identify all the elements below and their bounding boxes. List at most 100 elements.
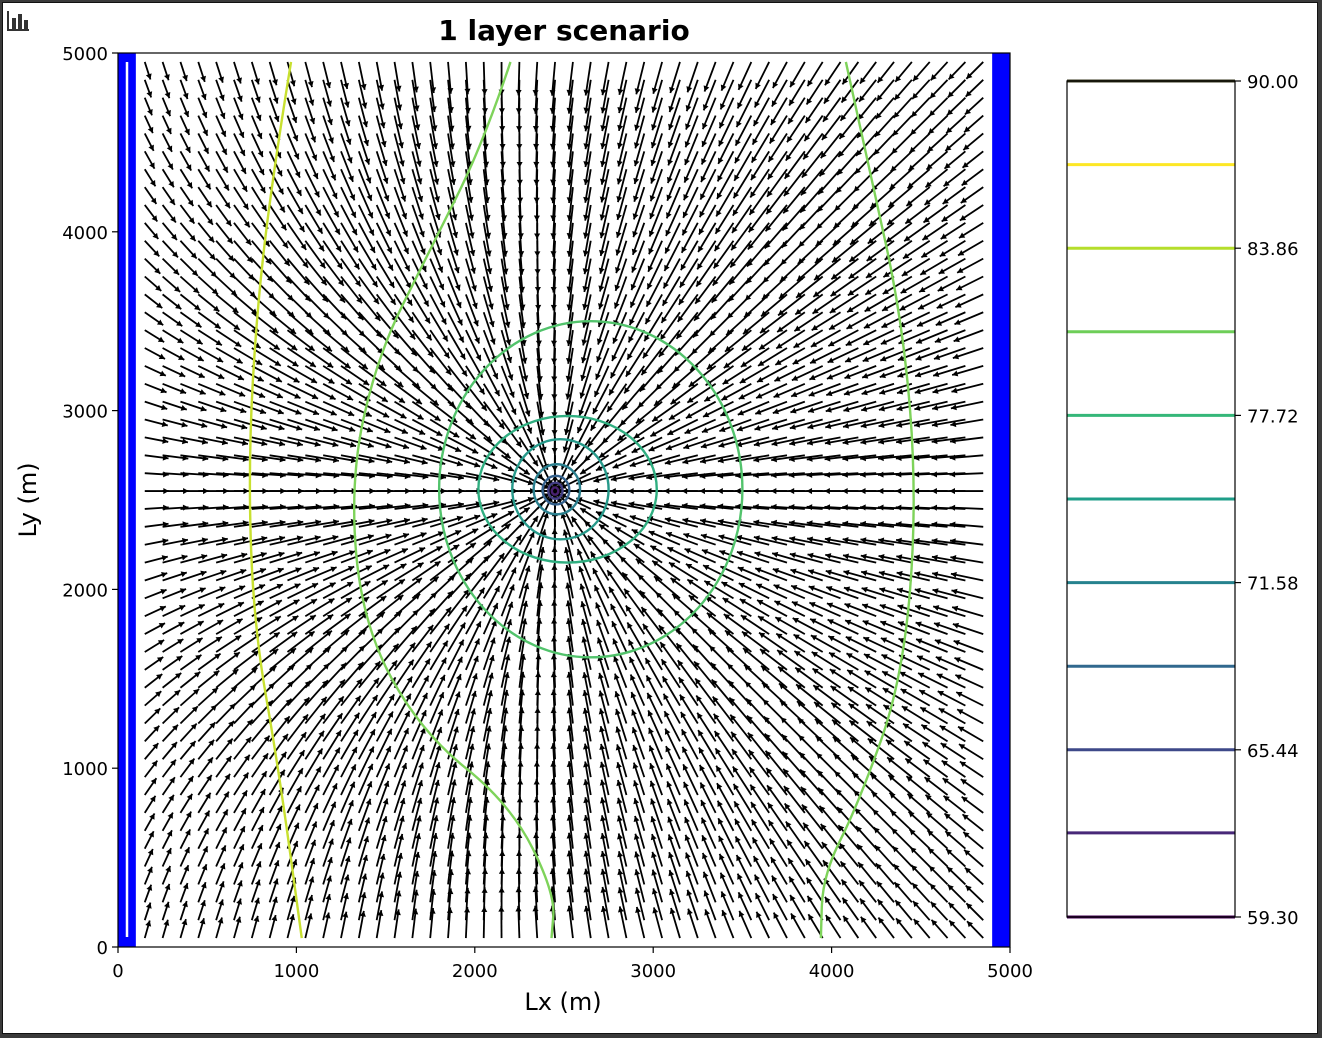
quiver-arrowhead: [679, 694, 686, 701]
quiver-arrowhead: [288, 311, 295, 318]
quiver-arrow: [322, 662, 348, 689]
quiver-arrow: [716, 168, 735, 200]
quiver-arrow: [900, 275, 931, 294]
quiver-arrowhead: [926, 163, 933, 170]
quiver-arrowhead: [261, 204, 267, 211]
quiver-arrowhead: [481, 89, 488, 95]
quiver-arrowhead: [711, 296, 718, 303]
quiver-arrowhead: [773, 912, 779, 919]
quiver-arrow: [411, 815, 421, 849]
quiver-arrow: [714, 204, 735, 235]
quiver-arrow: [601, 61, 610, 96]
quiver-arrow: [465, 603, 484, 635]
quiver-arrowhead: [898, 637, 905, 644]
quiver-arrowhead: [862, 620, 869, 626]
quiver-arrowhead: [563, 428, 570, 435]
quiver-arrowhead: [717, 488, 723, 495]
quiver-arrow: [565, 383, 574, 418]
quiver-arrow: [615, 240, 628, 274]
quiver-arrowhead: [914, 571, 921, 578]
quiver-arrowhead: [818, 188, 825, 195]
quiver-arrowhead: [487, 285, 494, 292]
quiver-arrowhead: [796, 274, 804, 281]
quiver-arrowhead: [523, 507, 530, 514]
quiver-arrowhead: [566, 340, 573, 346]
quiver-arrowhead: [961, 179, 968, 186]
quiver-arrowhead: [410, 349, 417, 356]
quiver-arrow: [501, 497, 535, 510]
quiver-arrowhead: [261, 440, 268, 447]
quiver-arrowhead: [840, 114, 847, 121]
x-tick-label: 3000: [630, 961, 676, 982]
bar-chart-icon[interactable]: [6, 10, 30, 32]
quiver-arrowhead: [901, 270, 909, 276]
quiver-arrowhead: [368, 457, 375, 464]
quiver-arrowhead: [598, 285, 605, 292]
quiver-arrowhead: [551, 447, 558, 454]
quiver-arrowhead: [368, 518, 375, 525]
quiver-arrowhead: [166, 830, 173, 837]
quiver-arrow: [728, 258, 753, 286]
quiver-arrow: [683, 150, 699, 183]
quiver-arrow: [551, 61, 556, 96]
quiver-arrow: [844, 365, 877, 380]
quiver-arrowhead: [737, 873, 743, 880]
quiver-arrowhead: [275, 600, 282, 606]
quiver-arrowhead: [700, 782, 706, 789]
quiver-arrow: [764, 750, 788, 778]
quiver-arrow: [631, 222, 646, 256]
quiver-arrow: [718, 97, 735, 129]
quiver-arrowhead: [261, 535, 268, 542]
quiver-arrow: [583, 276, 592, 311]
quiver-arrowhead: [403, 517, 410, 524]
quiver-arrowhead: [878, 917, 885, 924]
quiver-arrowhead: [633, 780, 639, 787]
quiver-arrow: [793, 650, 824, 671]
quiver-arrowhead: [685, 123, 691, 130]
quiver-arrowhead: [400, 563, 407, 570]
quiver-arrowhead: [538, 411, 545, 418]
quiver-arrowhead: [683, 443, 690, 450]
quiver-arrowhead: [370, 712, 377, 719]
quiver-arrow: [465, 501, 500, 510]
quiver-arrowhead: [256, 132, 263, 139]
quiver-arrowhead: [146, 91, 153, 98]
quiver-arrowhead: [296, 535, 303, 542]
quiver-arrowhead: [453, 249, 459, 256]
quiver-arrow: [792, 347, 824, 365]
quiver-arrow: [716, 782, 735, 814]
quiver-arrowhead: [273, 632, 280, 639]
quiver-arrow: [916, 655, 948, 671]
quiver-arrow: [601, 850, 610, 885]
quiver-arrowhead: [649, 195, 656, 202]
quiver-arrowhead: [806, 455, 813, 462]
quiver-arrowhead: [556, 488, 563, 495]
quiver-arrowhead: [217, 917, 224, 924]
quiver-arrowhead: [717, 518, 724, 525]
quiver-arrow: [659, 641, 681, 671]
quiver-arrowhead: [899, 304, 906, 311]
quiver-arrowhead: [695, 678, 701, 685]
quiver-arrow: [568, 151, 574, 186]
quiver-arrowhead: [499, 161, 506, 168]
quiver-arrow: [697, 222, 717, 253]
quiver-arrowhead: [816, 222, 823, 230]
quiver-arrow: [583, 222, 592, 257]
quiver-arrow: [393, 833, 404, 867]
quiver-arrow: [699, 782, 717, 814]
quiver-arrowhead: [756, 583, 763, 590]
quiver-arrowhead: [807, 439, 814, 446]
quiver-arrowhead: [663, 488, 670, 495]
quiver-arrowhead: [271, 649, 279, 655]
quiver-arrowhead: [254, 78, 260, 85]
quiver-arrow: [826, 365, 859, 380]
quiver-arrowhead: [205, 183, 211, 190]
quiver-arrowhead: [813, 291, 820, 297]
quiver-arrowhead: [325, 345, 332, 352]
quiver-arrowhead: [313, 551, 320, 557]
quiver-arrowhead: [434, 561, 441, 567]
quiver-arrow: [753, 536, 788, 546]
quiver-arrowhead: [582, 743, 589, 750]
quiver-arrowhead: [423, 300, 429, 307]
quiver-arrowhead: [348, 800, 354, 807]
